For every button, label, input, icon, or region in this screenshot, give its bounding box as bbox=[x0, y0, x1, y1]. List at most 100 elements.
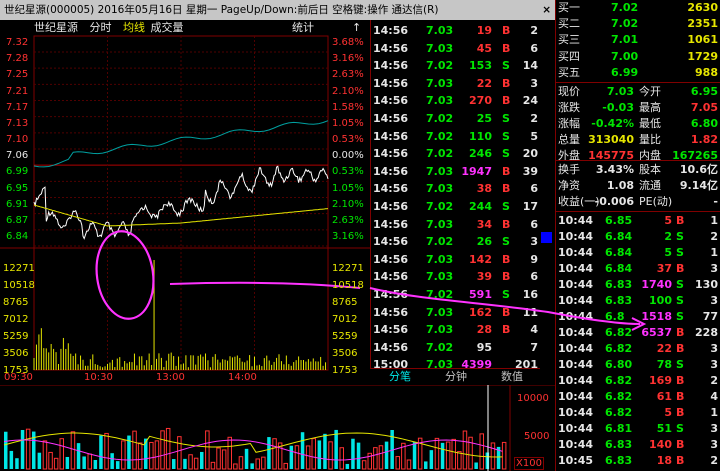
tick-row[interactable]: 14:56 7.03 19 B 2 bbox=[370, 24, 540, 42]
tick-volume: 1518 bbox=[641, 310, 672, 323]
fin-label: 流通 bbox=[639, 179, 661, 192]
price-tick-label: 7.06 bbox=[6, 150, 29, 162]
tick-volume: 78 bbox=[656, 358, 672, 371]
quote-label: 涨跌 bbox=[558, 101, 580, 114]
tick-count: 2 bbox=[710, 230, 718, 243]
bid-volume: 1729 bbox=[687, 49, 718, 63]
bottom-volume-bar bbox=[485, 452, 490, 469]
tick-time: 10:45 bbox=[558, 454, 594, 467]
tick-row[interactable]: 14:56 7.02 246 S 20 bbox=[370, 147, 540, 165]
bid-price: 7.02 bbox=[611, 1, 639, 14]
tick-price: 7.03 bbox=[426, 323, 454, 337]
intraday-chart[interactable] bbox=[0, 20, 370, 385]
scroll-marker-icon[interactable] bbox=[541, 232, 552, 243]
tick-row[interactable]: 14:56 7.02 95 7 bbox=[370, 341, 540, 359]
bottom-volume-bar bbox=[351, 438, 355, 469]
pct-tick-label: 2.63% bbox=[332, 214, 364, 226]
tick-count: 6 bbox=[530, 41, 538, 55]
tick-row[interactable]: 14:56 7.03 22 B 3 bbox=[370, 77, 540, 95]
tab-ticks[interactable]: 分笔 bbox=[389, 370, 411, 383]
tick-count: 3 bbox=[530, 76, 538, 90]
bottom-volume-bar bbox=[104, 432, 109, 470]
price-tick-label: 7.21 bbox=[6, 85, 29, 97]
tick-price: 7.02 bbox=[426, 129, 454, 143]
tick-row[interactable]: 14:56 7.03 270 B 24 bbox=[370, 94, 540, 112]
tick-row[interactable]: 14:56 7.03 1947 B 39 bbox=[370, 165, 540, 183]
tick-row[interactable]: 14:56 7.03 34 B 6 bbox=[370, 218, 540, 236]
bottom-volume-bar bbox=[76, 443, 81, 469]
tick-volume: 270 bbox=[469, 94, 492, 108]
bottom-volume-bar bbox=[445, 441, 451, 470]
time-tick-label: 09:30 bbox=[4, 372, 33, 383]
bottom-volume-bar bbox=[345, 463, 350, 469]
tick-row[interactable]: 14:56 7.02 244 S 17 bbox=[370, 200, 540, 218]
pct-tick-label: 2.10% bbox=[332, 198, 364, 210]
stats-label[interactable]: 统计 bbox=[292, 21, 314, 34]
bottom-volume-bar bbox=[490, 442, 496, 470]
tick-row[interactable]: 14:56 7.03 28 B 4 bbox=[370, 323, 540, 341]
tick-row[interactable]: 14:56 7.03 39 B 6 bbox=[370, 270, 540, 288]
tick-row[interactable]: 14:56 7.03 38 B 6 bbox=[370, 182, 540, 200]
bottom-volume-bar bbox=[412, 442, 417, 469]
bottom-x100-label: X100 bbox=[514, 457, 544, 470]
bottom-volume-bar bbox=[20, 429, 25, 469]
tick-volume: 110 bbox=[469, 129, 492, 143]
tick-count: 14 bbox=[522, 59, 538, 73]
tick-row[interactable]: 14:56 7.02 153 S 14 bbox=[370, 59, 540, 77]
tick-count: 7 bbox=[530, 340, 538, 354]
bottom-volume-bar bbox=[183, 458, 187, 469]
bottom-volume-bar bbox=[59, 438, 64, 470]
fin-row: 净资 1.08 流通 9.14亿 bbox=[555, 178, 720, 194]
tick-row[interactable]: 14:56 7.02 591 S 16 bbox=[370, 288, 540, 306]
tick-price: 6.82 bbox=[605, 326, 633, 339]
tick-detail-panel[interactable]: 14:56 7.03 19 B 2 14:56 7.03 45 B 6 14:56 7.02 153 S 1… bbox=[370, 20, 540, 385]
tick-row[interactable]: 14:56 7.02 25 S 2 bbox=[370, 112, 540, 130]
fin-value: 10.6亿 bbox=[679, 163, 718, 176]
quote-value: 167265 bbox=[672, 149, 718, 162]
tick-time: 14:56 bbox=[373, 76, 409, 90]
fin-label: PE(动) bbox=[639, 195, 673, 208]
tick-price: 7.02 bbox=[426, 112, 454, 125]
bottom-volume-bar bbox=[70, 431, 76, 470]
tick-price: 6.83 bbox=[605, 294, 633, 307]
section-divider bbox=[555, 160, 720, 161]
tick-count: 3 bbox=[710, 294, 718, 307]
tick-tabs: 分笔 分钟 数值 bbox=[370, 368, 540, 385]
tick-price: 6.82 bbox=[605, 342, 633, 355]
tick-count: 130 bbox=[695, 278, 718, 291]
section-divider bbox=[555, 82, 720, 83]
quote-row: 现价 7.03 今开 6.95 bbox=[555, 84, 720, 100]
price-line bbox=[33, 165, 329, 240]
quote-value: -0.03 bbox=[602, 101, 634, 114]
bid-price: 7.01 bbox=[611, 33, 639, 47]
tick-time: 10:44 bbox=[558, 374, 594, 387]
window-title: 世纪星源(000005) 2016年05月16日 星期一 PageUp/Down… bbox=[4, 4, 439, 16]
bottom-volume-bar bbox=[32, 431, 36, 469]
tick-side: B bbox=[676, 342, 685, 355]
tick-volume: 22 bbox=[476, 76, 492, 90]
tick-row[interactable]: 14:56 7.03 162 B 11 bbox=[370, 306, 540, 324]
tick-time: 10:44 bbox=[558, 262, 594, 275]
fin-label: 收益(一) bbox=[558, 195, 600, 208]
close-icon[interactable]: × bbox=[542, 4, 551, 16]
bottom-volume-bar bbox=[132, 430, 137, 470]
up-arrow-icon[interactable]: ↑ bbox=[352, 21, 362, 34]
bottom-volume-bar bbox=[121, 440, 126, 470]
bottom-volume-bar bbox=[361, 460, 367, 470]
tick-row[interactable]: 14:56 7.02 110 S 5 bbox=[370, 130, 540, 148]
pct-tick-label: 1.58% bbox=[332, 101, 364, 113]
tick-count: 3 bbox=[530, 235, 538, 249]
tick-row[interactable]: 14:56 7.03 45 B 6 bbox=[370, 42, 540, 60]
volume-tick-label-right: 1753 bbox=[332, 365, 358, 376]
tick-row[interactable]: 14:56 7.02 26 S 3 bbox=[370, 235, 540, 253]
tick-row[interactable]: 14:56 7.03 142 B 9 bbox=[370, 253, 540, 271]
tick-volume: 162 bbox=[469, 305, 492, 319]
tab-minutes[interactable]: 分钟 bbox=[445, 370, 467, 383]
bottom-volume-bar bbox=[210, 461, 216, 470]
tick-time: 10:44 bbox=[558, 422, 594, 435]
tick-time: 14:56 bbox=[373, 305, 409, 319]
tab-values[interactable]: 数值 bbox=[501, 370, 523, 383]
tick-count: 1 bbox=[710, 214, 718, 227]
bottom-volume-bar bbox=[4, 431, 8, 469]
bottom-volume-bar bbox=[289, 445, 294, 469]
